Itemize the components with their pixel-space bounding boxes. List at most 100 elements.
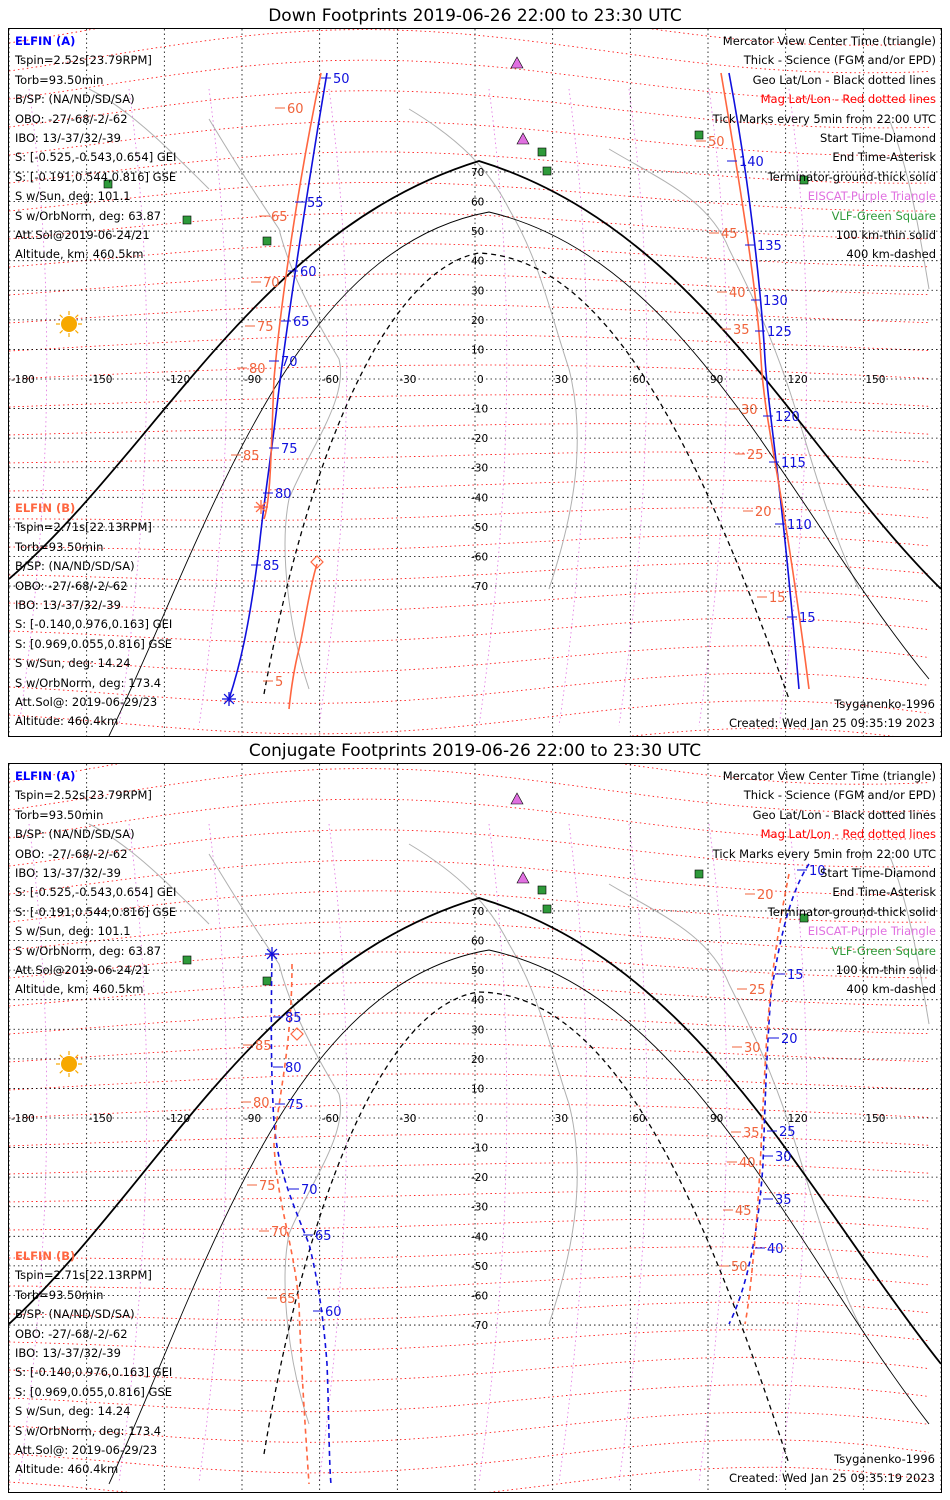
elfin-a-info: ELFIN (A) Tspin=2.52s[23.79RPM] Torb=93.5… <box>15 32 176 265</box>
elfin-b-info-line: S w/Sun, deg: 14.24 <box>15 656 131 671</box>
track-tick-label: 25 <box>779 1125 796 1140</box>
elfin-b-info-line: Altitude: 460.4km <box>15 714 119 729</box>
lat-label: 30 <box>471 285 484 297</box>
track-tick-label: 80 <box>249 362 266 377</box>
legend-item: End Time-Asterisk <box>832 885 936 900</box>
track-tick-label: 45 <box>735 1204 752 1219</box>
track-tick-label: 15 <box>799 611 816 626</box>
elfin-a-info-line: OBO: -27/-68/-2/-62 <box>15 111 128 126</box>
sun-icon <box>56 1051 82 1077</box>
elfin-b-info-line: B/SP: (NA/ND/SD/SA) <box>15 559 135 574</box>
lon-label: 120 <box>788 1113 808 1125</box>
track-tick-label: 10 <box>809 864 826 879</box>
geo-grid <box>9 29 941 736</box>
lon-label: -180 <box>11 1113 35 1125</box>
track-tick-label: 35 <box>733 323 750 338</box>
elfin-b-header: ELFIN (B) <box>15 501 76 515</box>
elfin-a-track-right <box>728 72 800 690</box>
elfin-b-info-line: OBO: -27/-68/-2/-62 <box>15 1326 128 1341</box>
elfin-a-info-line: S w/Sun, deg: 101.1 <box>15 924 131 939</box>
lon-label: 30 <box>555 1113 568 1125</box>
lat-label: 50 <box>471 965 484 977</box>
elfin-b-track-right <box>744 873 790 1325</box>
legend-item: Mag Lat/Lon - Red dotted lines <box>760 827 936 842</box>
panel2-title: Conjugate Footprints 2019-06-26 22:00 to… <box>248 741 702 761</box>
elfin-a-info-line: S: [-0.525,-0.543,0.654] GEI <box>15 885 177 900</box>
elfin-a-info-line: S: [-0.191,0.544,0.816] GSE <box>15 904 177 919</box>
elfin-a-info-line: Altitude, km: 460.5km <box>15 247 144 262</box>
created-timestamp: Created: Wed Jan 25 09:35:19 2023 <box>728 716 935 730</box>
track-tick-label: 85 <box>243 449 260 464</box>
lat-label: -30 <box>471 1202 488 1214</box>
map-conjugate-footprints: -180-150-120-90-60-300306090120150180706… <box>9 764 941 1492</box>
elfin-a-header: ELFIN (A) <box>15 769 76 783</box>
lat-label: 70 <box>471 906 484 918</box>
vlf-square-icon <box>262 976 272 986</box>
legend-item: 100 km-thin solid <box>835 963 936 978</box>
lon-label: -30 <box>399 374 416 386</box>
track-tick-label: 70 <box>263 276 280 291</box>
elfin-b-header: ELFIN (B) <box>15 1249 76 1263</box>
elfin-a-info-line: B/SP: (NA/ND/SD/SA) <box>15 92 135 107</box>
legend-item: Start Time-Diamond <box>820 866 936 881</box>
legend-item: 100 km-thin solid <box>835 228 936 243</box>
elfin-a-info-line: S w/Sun, deg: 101.1 <box>15 189 131 204</box>
track-tick-label: 40 <box>739 1156 756 1171</box>
elfin-b-info-line: Att.Sol@: 2019-06-29/23 <box>15 1443 158 1458</box>
track-tick-label: 140 <box>739 155 764 170</box>
legend-item: EISCAT-Purple Triangle <box>807 924 936 939</box>
lon-label: -150 <box>89 1113 113 1125</box>
lon-label: -60 <box>322 374 339 386</box>
elfin-b-info: ELFIN (B) Tspin=2.71s[22.13RPM] Torb=93.5… <box>15 1247 172 1480</box>
elfin-b-info-line: S: [0.969,0.055,0.816] GSE <box>15 636 173 651</box>
lat-label: -50 <box>471 1261 488 1273</box>
elfin-b-info-line: S w/OrbNorm, deg: 173.4 <box>15 675 162 690</box>
panel1-title: Down Footprints 2019-06-26 22:00 to 23:3… <box>268 6 682 26</box>
legend-item: Tick Marks every 5min from 22:00 UTC <box>712 111 936 126</box>
elfin-a-info-line: OBO: -27/-68/-2/-62 <box>15 846 128 861</box>
track-tick-label: 40 <box>767 1242 784 1257</box>
track-tick-label: 60 <box>287 102 304 117</box>
start-diamond-icon <box>290 1027 304 1041</box>
track-tick-label: 35 <box>775 1193 792 1208</box>
lat-label: -40 <box>471 1231 488 1243</box>
track-tick-label: 85 <box>255 1039 272 1054</box>
lat-label: -60 <box>471 551 488 563</box>
lat-label: 50 <box>471 226 484 238</box>
panel-down-footprints: -180-150-120-90-60-300306090120150180706… <box>8 28 942 737</box>
lon-label: -150 <box>89 374 113 386</box>
track-tick-label: 50 <box>333 72 350 87</box>
track-tick-label: 135 <box>757 239 782 254</box>
map-legend: Mercator View Center Time (triangle) Thic… <box>713 32 936 265</box>
lat-labels: 70 60 50 40 30 20 10 -10 -20 -30 -40 -50 -60 -70 <box>471 167 488 593</box>
mag-meridians <box>18 88 808 727</box>
track-tick-label: 65 <box>293 315 310 330</box>
elfin-b-info-line: S: [-0.140,0.976,0.163] GEI <box>15 1365 173 1380</box>
track-tick-label: 25 <box>747 448 764 463</box>
lat-label: -70 <box>471 1320 488 1332</box>
elfin-a-header: ELFIN (A) <box>15 34 76 48</box>
lat-label: 20 <box>471 1054 484 1066</box>
model-label: Tsyganenko-1996 <box>834 697 935 711</box>
track-tick-label: 65 <box>271 210 288 225</box>
lat-label: -20 <box>471 433 488 445</box>
elfin-b-info-line: Torb=93.50min <box>15 539 104 554</box>
elfin-a-info-line: IBO: 13/-37/32/-39 <box>15 131 121 146</box>
map-down-footprints: -180-150-120-90-60-300306090120150180706… <box>9 29 941 736</box>
coastlines <box>88 823 930 1425</box>
track-tick-label: 80 <box>253 1096 270 1111</box>
lon-label: 90 <box>710 1113 723 1125</box>
track-tick-label: 115 <box>781 456 806 471</box>
lon-label: 90 <box>710 374 723 386</box>
elfin-b-info-line: S: [0.969,0.055,0.816] GSE <box>15 1384 173 1399</box>
end-asterisk-icon <box>254 500 268 514</box>
start-diamond-icon <box>310 555 324 569</box>
track-tick-label: 70 <box>271 1225 288 1240</box>
elfin-b-info-line: S w/OrbNorm, deg: 173.4 <box>15 1423 162 1438</box>
track-tick-label: 75 <box>281 442 298 457</box>
lat-label: 60 <box>471 197 484 209</box>
eiscat-triangle-icon <box>516 132 530 145</box>
elfin-a-info: ELFIN (A) Tspin=2.52s[23.79RPM] Torb=93.5… <box>15 767 176 1000</box>
elfin-b-info-line: IBO: 13/-37/32/-39 <box>15 598 121 613</box>
vlf-square-icon <box>182 215 192 225</box>
